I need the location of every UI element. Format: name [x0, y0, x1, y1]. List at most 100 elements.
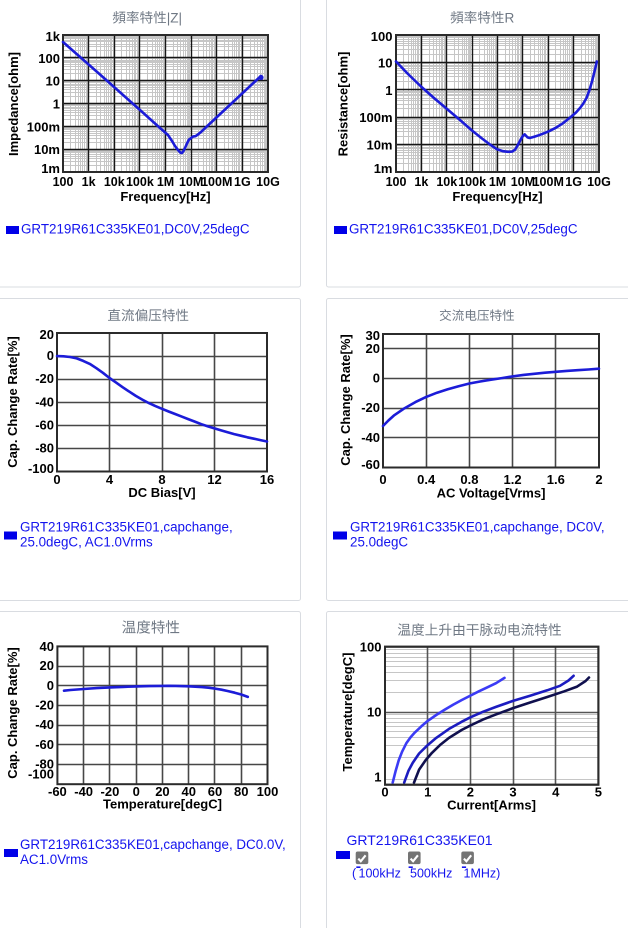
- svg-text:20: 20: [366, 341, 380, 356]
- svg-text:-100: -100: [28, 767, 54, 782]
- svg-text:8: 8: [158, 472, 165, 487]
- svg-text:1k: 1k: [46, 29, 61, 44]
- svg-text:(: (: [352, 867, 357, 881]
- svg-text:100m: 100m: [27, 119, 60, 134]
- svg-text:0.4: 0.4: [417, 472, 436, 487]
- svg-text:-60: -60: [361, 457, 380, 472]
- svg-text:0: 0: [381, 785, 388, 800]
- svg-text:DC Bias[V]: DC Bias[V]: [128, 485, 195, 500]
- svg-text:0: 0: [47, 348, 54, 363]
- svg-text:10G: 10G: [256, 175, 280, 189]
- svg-text:10: 10: [378, 55, 392, 70]
- svg-text:1M: 1M: [157, 175, 174, 189]
- svg-text:100M: 100M: [201, 175, 232, 189]
- svg-text:-100: -100: [28, 461, 54, 476]
- svg-text:AC Voltage[Vrms]: AC Voltage[Vrms]: [437, 486, 546, 501]
- svg-text:1G: 1G: [565, 175, 582, 189]
- svg-text:Current[Arms]: Current[Arms]: [447, 798, 536, 813]
- svg-text:1M: 1M: [489, 175, 506, 189]
- svg-text:10M: 10M: [179, 175, 203, 189]
- svg-text:-60: -60: [35, 737, 54, 752]
- svg-text:10k: 10k: [436, 175, 457, 189]
- svg-text:100kHz: 100kHz: [359, 867, 401, 881]
- svg-text:100: 100: [38, 51, 60, 66]
- svg-text:Impedance[ohm]: Impedance[ohm]: [6, 52, 21, 156]
- svg-text:0: 0: [53, 472, 60, 487]
- svg-text:-40: -40: [35, 717, 54, 732]
- svg-text:-20: -20: [35, 371, 54, 386]
- svg-text:3: 3: [509, 785, 516, 800]
- svg-text:0: 0: [373, 371, 380, 386]
- svg-text:100m: 100m: [359, 110, 392, 125]
- svg-text:Temperature[degC]: Temperature[degC]: [103, 797, 222, 812]
- svg-text:12: 12: [207, 472, 221, 487]
- svg-text:-20: -20: [101, 784, 120, 799]
- svg-text:Cap. Change Rate[%]: Cap. Change Rate[%]: [5, 336, 20, 467]
- svg-text:30: 30: [366, 328, 380, 343]
- svg-text:-20: -20: [35, 697, 54, 712]
- svg-text:Resistance[ohm]: Resistance[ohm]: [336, 52, 351, 157]
- svg-text:GRT219R61C335KE01,capchange,: GRT219R61C335KE01,capchange,: [20, 520, 233, 535]
- svg-text:25.0degC: 25.0degC: [350, 535, 408, 550]
- svg-text:16: 16: [260, 472, 274, 487]
- svg-text:100: 100: [360, 640, 382, 655]
- svg-text:40: 40: [181, 784, 195, 799]
- svg-text:40: 40: [40, 639, 54, 654]
- svg-text:-40: -40: [74, 784, 93, 799]
- svg-text:4: 4: [106, 472, 114, 487]
- svg-text:1: 1: [385, 83, 392, 98]
- svg-text:100: 100: [371, 29, 393, 44]
- svg-text:1: 1: [374, 770, 381, 785]
- svg-text:0: 0: [133, 784, 140, 799]
- svg-text:1m: 1m: [374, 161, 393, 176]
- svg-text:100: 100: [257, 784, 279, 799]
- svg-text:10: 10: [367, 705, 381, 720]
- svg-text:|Z|: |Z|: [167, 10, 182, 25]
- svg-text:60: 60: [208, 784, 222, 799]
- svg-text:500kHz: 500kHz: [410, 867, 452, 881]
- svg-text:GRT219R61C335KE01,capchange, D: GRT219R61C335KE01,capchange, DC0V,: [350, 520, 605, 535]
- svg-text:Cap. Change Rate[%]: Cap. Change Rate[%]: [5, 647, 20, 778]
- svg-text:1k: 1k: [82, 175, 96, 189]
- svg-text:1m: 1m: [41, 161, 60, 176]
- svg-text:10k: 10k: [104, 175, 125, 189]
- svg-text:1MHz): 1MHz): [464, 867, 501, 881]
- svg-text:GRT219R61C335KE01,DC0V,25degC: GRT219R61C335KE01,DC0V,25degC: [349, 222, 578, 237]
- svg-text:Frequency[Hz]: Frequency[Hz]: [120, 189, 210, 204]
- svg-text:10m: 10m: [366, 138, 392, 153]
- svg-text:-80: -80: [35, 440, 54, 455]
- svg-text:20: 20: [155, 784, 169, 799]
- svg-text:-20: -20: [361, 400, 380, 415]
- svg-text:10M: 10M: [511, 175, 535, 189]
- svg-text:1: 1: [53, 97, 60, 112]
- svg-text:Cap. Change Rate[%]: Cap. Change Rate[%]: [338, 334, 353, 465]
- svg-text:80: 80: [234, 784, 248, 799]
- svg-text:1.6: 1.6: [547, 472, 565, 487]
- svg-text:10m: 10m: [34, 142, 60, 157]
- svg-text:Frequency[Hz]: Frequency[Hz]: [452, 189, 542, 204]
- svg-text:R: R: [504, 10, 514, 25]
- svg-text:0: 0: [47, 678, 54, 693]
- svg-text:1G: 1G: [234, 175, 251, 189]
- svg-text:Temperature[degC]: Temperature[degC]: [340, 653, 355, 772]
- svg-text:0.8: 0.8: [460, 472, 478, 487]
- svg-text:100: 100: [386, 175, 407, 189]
- svg-text:5: 5: [595, 785, 602, 800]
- svg-text:GRT219R61C335KE01,capchange, D: GRT219R61C335KE01,capchange, DC0.0V,: [20, 837, 286, 852]
- svg-text:-40: -40: [361, 430, 380, 445]
- svg-text:2: 2: [595, 472, 602, 487]
- svg-text:1k: 1k: [414, 175, 428, 189]
- svg-text:25.0degC, AC1.0Vrms: 25.0degC, AC1.0Vrms: [20, 535, 153, 550]
- svg-text:AC1.0Vrms: AC1.0Vrms: [20, 852, 88, 867]
- svg-text:GRT219R61C335KE01: GRT219R61C335KE01: [347, 832, 493, 848]
- svg-text:-80: -80: [35, 757, 54, 772]
- svg-text:10: 10: [46, 74, 60, 89]
- svg-text:1.2: 1.2: [504, 472, 522, 487]
- svg-text:100M: 100M: [533, 175, 564, 189]
- svg-text:20: 20: [40, 658, 54, 673]
- svg-text:20: 20: [40, 327, 54, 342]
- svg-text:-40: -40: [35, 394, 54, 409]
- svg-text:1: 1: [424, 785, 431, 800]
- svg-text:10G: 10G: [587, 175, 611, 189]
- svg-text:100k: 100k: [126, 175, 154, 189]
